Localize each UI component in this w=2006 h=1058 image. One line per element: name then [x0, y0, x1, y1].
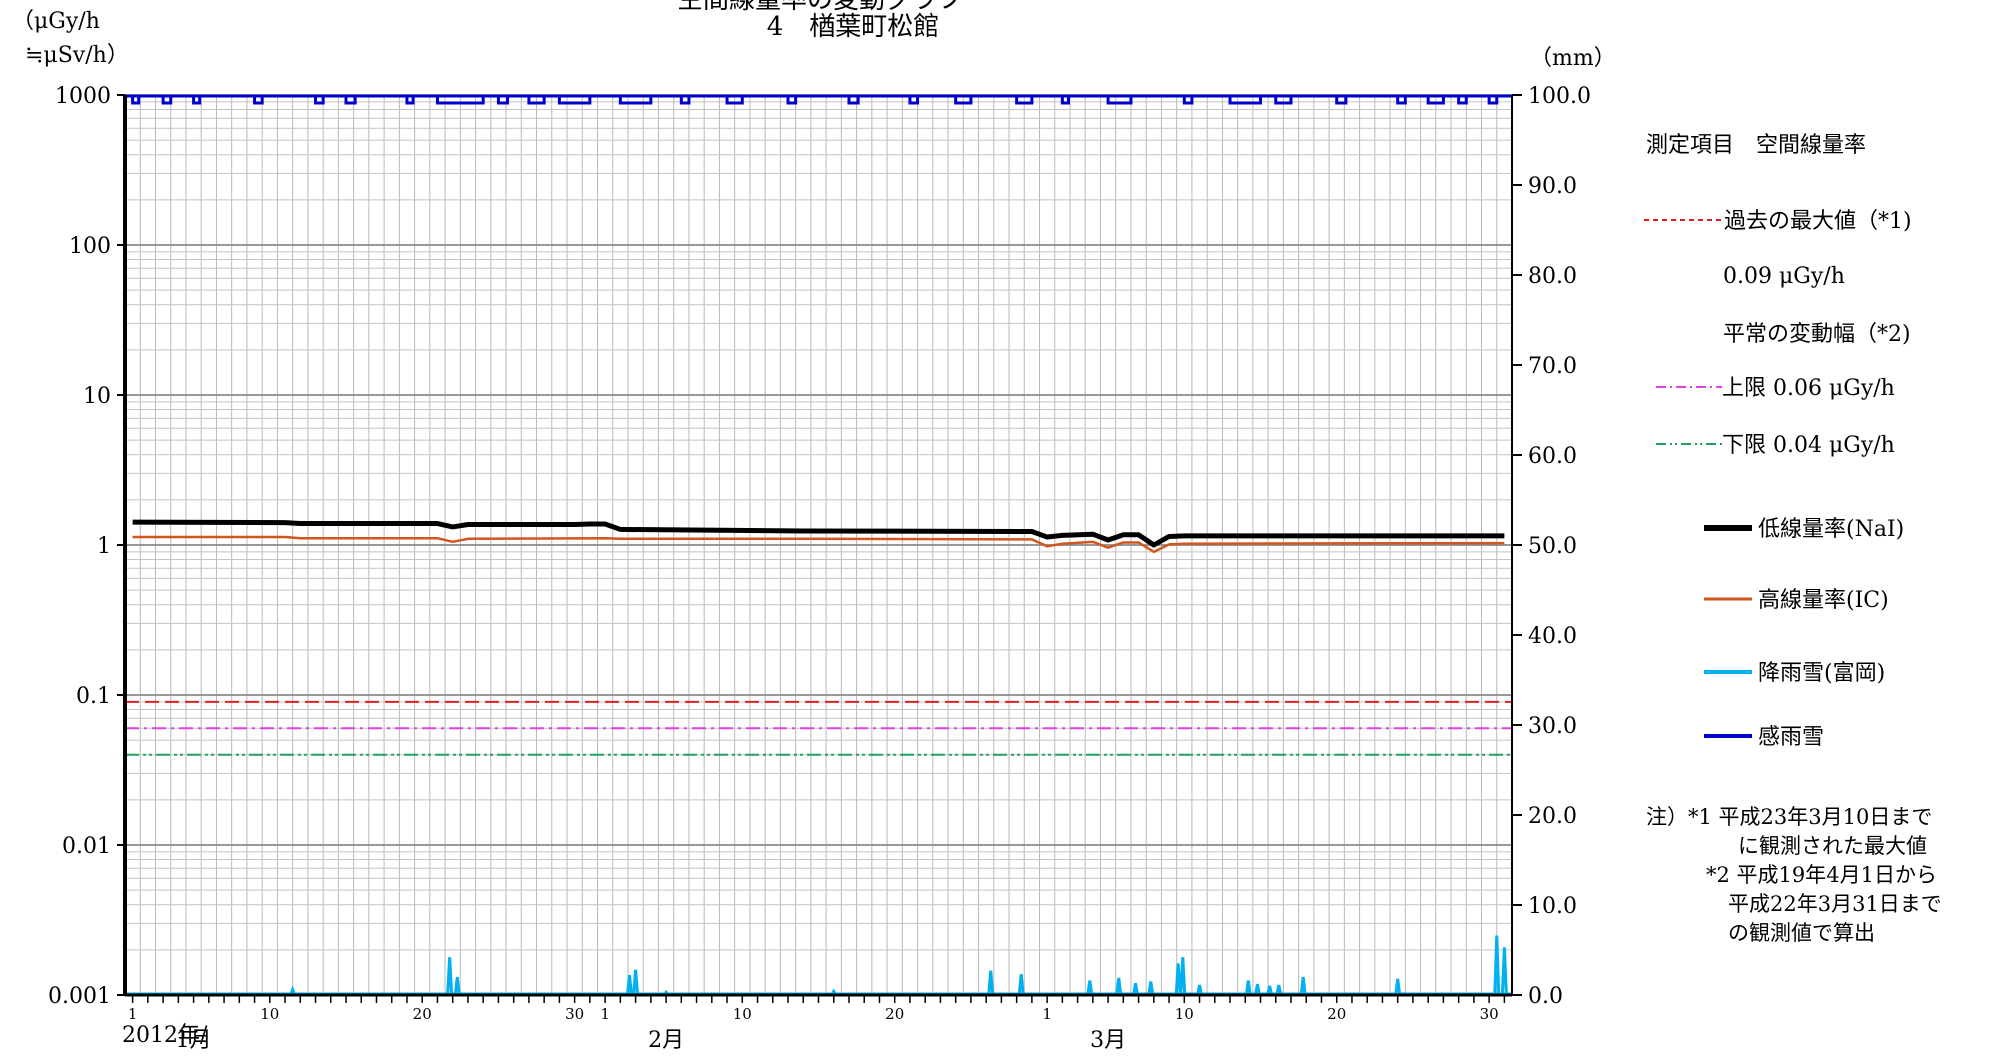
- legend-max-value: 0.09 μGy/h: [1723, 264, 1845, 289]
- series-sense-mark: [496, 96, 510, 105]
- series-sense-mark: [527, 96, 546, 105]
- right-tick-label: 90.0: [1528, 174, 1577, 199]
- x-tick-label: 20: [413, 1005, 432, 1023]
- left-tick-label: 10: [83, 384, 111, 409]
- x-tick-label: 10: [733, 1005, 752, 1023]
- legend-upper-label: 上限 0.06 μGy/h: [1722, 376, 1895, 401]
- legend-range-label: 平常の変動幅（*2): [1723, 322, 1911, 347]
- chart-title-line2: 4 楢葉町松館: [767, 12, 940, 42]
- series-sense-mark: [618, 96, 653, 105]
- right-tick-label: 40.0: [1528, 624, 1577, 649]
- legend-rain-label: 降雨雪(富岡): [1758, 661, 1885, 686]
- x-tick-label: 20: [885, 1005, 904, 1023]
- series-sense-mark: [1015, 96, 1034, 105]
- left-axis-unit-2: ≒μSv/h）: [25, 43, 129, 68]
- legend-nai-label: 低線量率(NaI): [1758, 517, 1904, 542]
- left-tick-label: 0.01: [62, 834, 111, 859]
- x-tick-label: 10: [1175, 1005, 1194, 1023]
- axes: [117, 94, 1522, 1003]
- month-label: 3月: [1090, 1028, 1126, 1053]
- series-sense-mark: [1060, 96, 1070, 105]
- series-rain-spikes: [289, 935, 1508, 996]
- series-sense-mark: [253, 96, 264, 105]
- right-tick-label: 70.0: [1528, 354, 1577, 379]
- note-line-1: 注）*1 平成23年3月10日まで: [1646, 805, 1932, 829]
- x-tick-label: 1: [128, 1005, 138, 1023]
- series-sense-mark: [679, 96, 691, 105]
- month-label: 2月: [648, 1028, 684, 1053]
- right-tick-label: 60.0: [1528, 444, 1577, 469]
- series-sense-mark: [786, 96, 798, 105]
- series-sense-mark: [1106, 96, 1133, 105]
- series-sense-mark: [1457, 96, 1468, 105]
- left-tick-label: 0.1: [76, 684, 111, 709]
- series-sense-mark: [725, 96, 744, 105]
- legend: 測定項目 空間線量率 過去の最大値（*1) 0.09 μGy/h 平常の変動幅（…: [1644, 133, 1912, 750]
- series-sense-mark: [1426, 96, 1445, 105]
- x-tick-label: 1: [600, 1005, 610, 1023]
- series-sense-mark: [192, 96, 202, 105]
- series-sense-mark: [908, 96, 920, 105]
- x-tick-label: 30: [565, 1005, 584, 1023]
- series-sense-mark: [1228, 96, 1263, 105]
- series-sense-mark: [344, 96, 357, 105]
- x-tick-label: 20: [1327, 1005, 1346, 1023]
- gridlines: [125, 94, 1513, 996]
- series-sense-mark: [314, 96, 325, 105]
- reference-lines: [125, 700, 1512, 756]
- right-tick-label: 30.0: [1528, 714, 1577, 739]
- right-tick-label: 10.0: [1528, 894, 1577, 919]
- note-line-2: に観測された最大値: [1738, 834, 1927, 858]
- chart-title-line1: 空間線量率の変動グラフ: [677, 0, 963, 15]
- right-tick-label: 50.0: [1528, 534, 1577, 559]
- series-sense-mark: [405, 96, 415, 105]
- series-sense-mark: [557, 96, 592, 105]
- right-tick-label: 80.0: [1528, 264, 1577, 289]
- series-sense-mark: [847, 96, 860, 105]
- series-sense-mark: [1396, 96, 1407, 105]
- series-sense-mark: [954, 96, 973, 105]
- series-sense-mark: [1487, 96, 1499, 105]
- legend-max-label: 過去の最大値（*1): [1724, 209, 1912, 234]
- series-sense-mark: [161, 96, 173, 105]
- series-sense-mark: [1335, 96, 1348, 105]
- series-sense-mark: [1182, 96, 1194, 105]
- series-sense-mark: [131, 96, 141, 105]
- series-sense-mark: [1274, 96, 1293, 105]
- left-tick-label: 100: [69, 234, 111, 259]
- legend-lower-label: 下限 0.04 μGy/h: [1722, 433, 1895, 458]
- x-tick-label: 10: [260, 1005, 279, 1023]
- x-tick-label: 1: [1042, 1005, 1052, 1023]
- x-tick-label: 30: [1480, 1005, 1499, 1023]
- left-axis-unit-1: （μGy/h: [12, 9, 100, 34]
- month-label: 1月: [176, 1028, 212, 1053]
- note-line-3: *2 平成19年4月1日から: [1706, 863, 1937, 887]
- legend-ic-label: 高線量率(IC): [1758, 588, 1889, 613]
- right-axis-unit: （mm）: [1530, 46, 1616, 71]
- series-ic-line: [132, 535, 1505, 554]
- left-tick-label: 0.001: [48, 984, 111, 1009]
- right-tick-label: 20.0: [1528, 804, 1577, 829]
- left-tick-label: 1000: [55, 84, 111, 109]
- legend-heading: 測定項目 空間線量率: [1646, 133, 1866, 158]
- right-tick-label: 100.0: [1528, 84, 1591, 109]
- year-label: 2012年/: [122, 1023, 208, 1048]
- note-line-5: の観測値で算出: [1728, 921, 1875, 945]
- note-line-4: 平成22年3月31日まで: [1728, 892, 1942, 916]
- right-tick-label: 0.0: [1528, 984, 1563, 1009]
- left-tick-label: 1: [97, 534, 111, 559]
- series-nai-line: [132, 519, 1505, 548]
- legend-sense-label: 感雨雪: [1758, 725, 1824, 750]
- tick-labels: 0.001 0.01 0.1 1 10 100 1000 0.0 10.0 20.0 30.0 40.…: [48, 84, 1591, 1053]
- series-sense-mark: [435, 96, 485, 105]
- notes: 注）*1 平成23年3月10日まで に観測された最大値 *2 平成19年4月1日…: [1646, 805, 1942, 945]
